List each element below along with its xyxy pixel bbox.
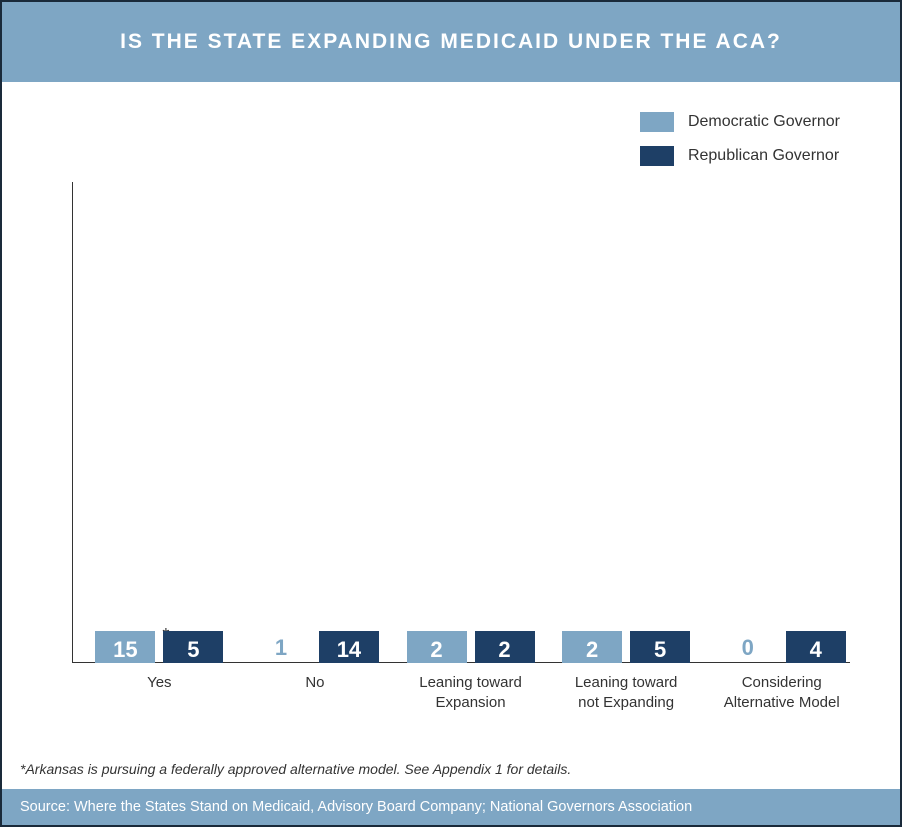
bar-value-label: 5 bbox=[187, 631, 199, 663]
bar-value-label: 4 bbox=[810, 631, 822, 663]
bar-rep: 5 bbox=[163, 631, 223, 663]
x-axis-label: Leaning towardnot Expanding bbox=[546, 663, 706, 712]
legend-label-dem: Democratic Governor bbox=[688, 113, 840, 131]
x-axis-label: No bbox=[235, 663, 395, 693]
bar-group: 15*5Yes bbox=[95, 631, 223, 663]
legend-label-rep: Republican Governor bbox=[688, 147, 839, 165]
bar-value-label: 2 bbox=[586, 631, 598, 663]
bar-group: 25Leaning towardnot Expanding bbox=[562, 631, 690, 663]
bar-value-label: 14 bbox=[337, 631, 361, 663]
bar-value-label: 2 bbox=[430, 631, 442, 663]
bar-dem: 15* bbox=[95, 631, 155, 663]
bar-rep: 5 bbox=[630, 631, 690, 663]
plot-area: 15*5Yes114No22Leaning towardExpansion25L… bbox=[72, 182, 850, 663]
bar-group: 04ConsideringAlternative Model bbox=[718, 631, 846, 663]
x-axis-label: Leaning towardExpansion bbox=[391, 663, 551, 712]
bar-value-label: 1 bbox=[275, 635, 287, 661]
chart-area: Democratic Governor Republican Governor … bbox=[2, 82, 900, 753]
bar-value-label: 2 bbox=[498, 631, 510, 663]
legend: Democratic Governor Republican Governor bbox=[640, 112, 840, 166]
chart-frame: IS THE STATE EXPANDING MEDICAID UNDER TH… bbox=[0, 0, 902, 827]
x-axis-label: Yes bbox=[79, 663, 239, 693]
bar-rep: 4 bbox=[786, 631, 846, 663]
source-bar: Source: Where the States Stand on Medica… bbox=[2, 789, 900, 825]
legend-swatch-dem bbox=[640, 112, 674, 132]
bar-group: 22Leaning towardExpansion bbox=[407, 631, 535, 663]
bar-dem: 2 bbox=[562, 631, 622, 663]
title-bar: IS THE STATE EXPANDING MEDICAID UNDER TH… bbox=[2, 2, 900, 82]
legend-swatch-rep bbox=[640, 146, 674, 166]
legend-item-dem: Democratic Governor bbox=[640, 112, 840, 132]
legend-item-rep: Republican Governor bbox=[640, 146, 840, 166]
y-axis bbox=[72, 182, 73, 663]
x-axis-label: ConsideringAlternative Model bbox=[702, 663, 862, 712]
bar-value-label: 15 bbox=[113, 631, 137, 663]
bar-rep: 14 bbox=[319, 631, 379, 663]
bar-group: 114No bbox=[251, 631, 379, 663]
bar-rep: 2 bbox=[475, 631, 535, 663]
chart-title: IS THE STATE EXPANDING MEDICAID UNDER TH… bbox=[22, 30, 880, 54]
bar-value-label: 0 bbox=[742, 635, 754, 661]
footnote: *Arkansas is pursuing a federally approv… bbox=[2, 753, 900, 789]
bar-dem: 2 bbox=[407, 631, 467, 663]
bar-value-label: 5 bbox=[654, 631, 666, 663]
